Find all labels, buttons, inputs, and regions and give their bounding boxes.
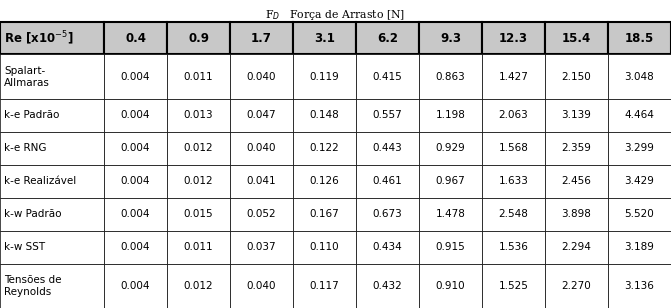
Text: F$_D$   Força de Arrasto [N]: F$_D$ Força de Arrasto [N] (266, 8, 405, 22)
